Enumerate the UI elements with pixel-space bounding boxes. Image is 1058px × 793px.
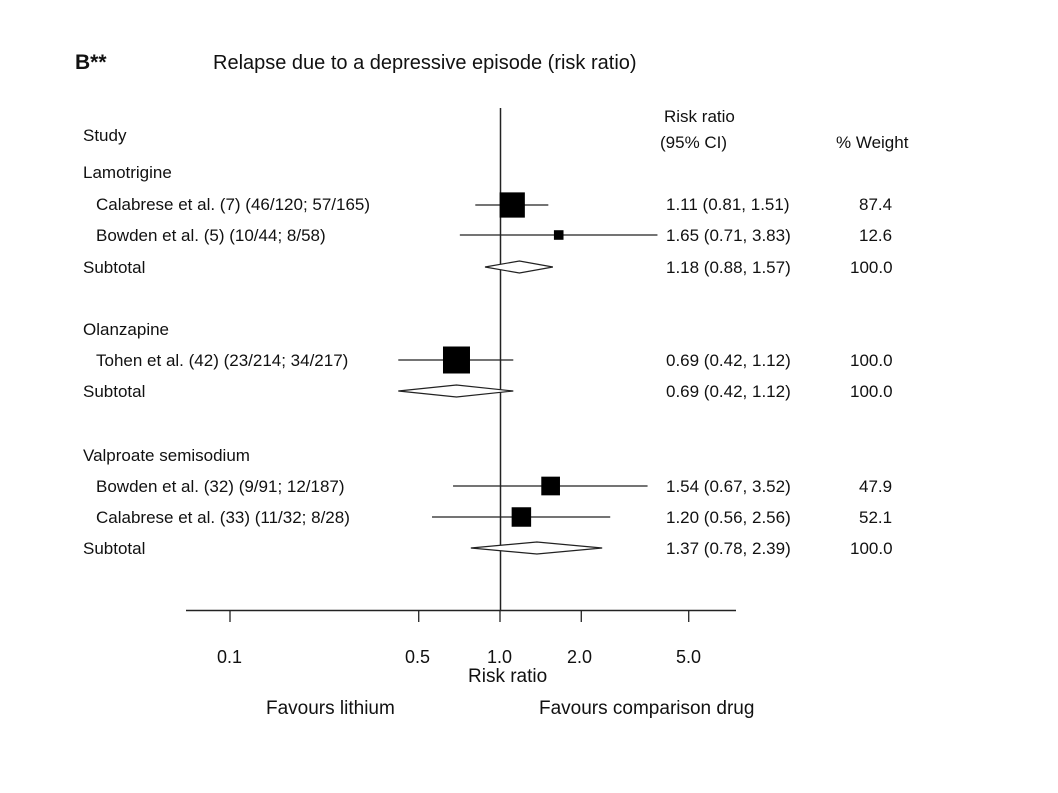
study-weight: 47.9 — [859, 477, 893, 496]
subtotal-diamond — [398, 384, 514, 398]
subtotal-label: Subtotal — [83, 258, 146, 277]
x-tick-label: 0.1 — [217, 647, 243, 667]
x-tick-label: 1.0 — [487, 647, 513, 667]
subtotal-rr-ci: 1.37 (0.78, 2.39) — [666, 539, 791, 558]
study-weight: 100.0 — [850, 351, 893, 370]
subtotal-rr-ci: 1.18 (0.88, 1.57) — [666, 258, 791, 277]
x-tick-label: 2.0 — [567, 647, 593, 667]
x-tick-label: 0.5 — [405, 647, 431, 667]
point-estimate-square — [499, 192, 525, 218]
subtotal-label: Subtotal — [83, 539, 146, 558]
study-rr-ci: 1.20 (0.56, 2.56) — [666, 508, 791, 527]
point-estimate-square — [511, 507, 532, 527]
subtotal-diamond — [470, 541, 603, 555]
study-label: Bowden et al. (5) (10/44; 8/58) — [96, 226, 326, 245]
study-label: Calabrese et al. (33) (11/32; 8/28) — [96, 508, 350, 527]
study-weight: 52.1 — [859, 508, 893, 527]
group-label-valproate: Valproate semisodium — [83, 446, 250, 465]
group-label-olanzapine: Olanzapine — [83, 320, 170, 339]
study-rr-ci: 0.69 (0.42, 1.12) — [666, 351, 791, 370]
subtotal-weight: 100.0 — [850, 382, 893, 401]
subtotal-label: Subtotal — [83, 382, 146, 401]
study-rr-ci: 1.11 (0.81, 1.51) — [666, 195, 790, 214]
study-weight: 12.6 — [859, 226, 893, 245]
study-label: Bowden et al. (32) (9/91; 12/187) — [96, 477, 345, 496]
chart-title: Relapse due to a depressive episode (ris… — [213, 52, 637, 74]
point-estimate-square — [541, 476, 560, 496]
x-axis-label: Risk ratio — [468, 666, 548, 687]
point-estimate-square — [442, 346, 470, 374]
subtotal-rr-ci: 0.69 (0.42, 1.12) — [666, 382, 791, 401]
study-weight: 87.4 — [859, 195, 893, 214]
risk-ratio-column-header: Risk ratio — [664, 107, 735, 126]
weight-column-header: % Weight — [836, 133, 909, 152]
study-label: Tohen et al. (42) (23/214; 34/217) — [96, 351, 349, 370]
subtotal-weight: 100.0 — [850, 258, 893, 277]
point-estimate-square — [553, 230, 564, 240]
x-tick-label: 5.0 — [676, 647, 702, 667]
study-rr-ci: 1.54 (0.67, 3.52) — [666, 477, 791, 496]
subtotal-weight: 100.0 — [850, 539, 893, 558]
panel-label: B** — [75, 51, 107, 74]
study-column-header: Study — [83, 126, 127, 145]
favours-right-label: Favours comparison drug — [539, 698, 755, 719]
study-label: Calabrese et al. (7) (46/120; 57/165) — [96, 195, 371, 214]
favours-left-label: Favours lithium — [266, 698, 395, 719]
ci-column-header: (95% CI) — [660, 133, 728, 152]
subtotal-diamond — [484, 260, 553, 274]
study-rr-ci: 1.65 (0.71, 3.83) — [666, 226, 791, 245]
group-label-lamotrigine: Lamotrigine — [83, 163, 172, 182]
